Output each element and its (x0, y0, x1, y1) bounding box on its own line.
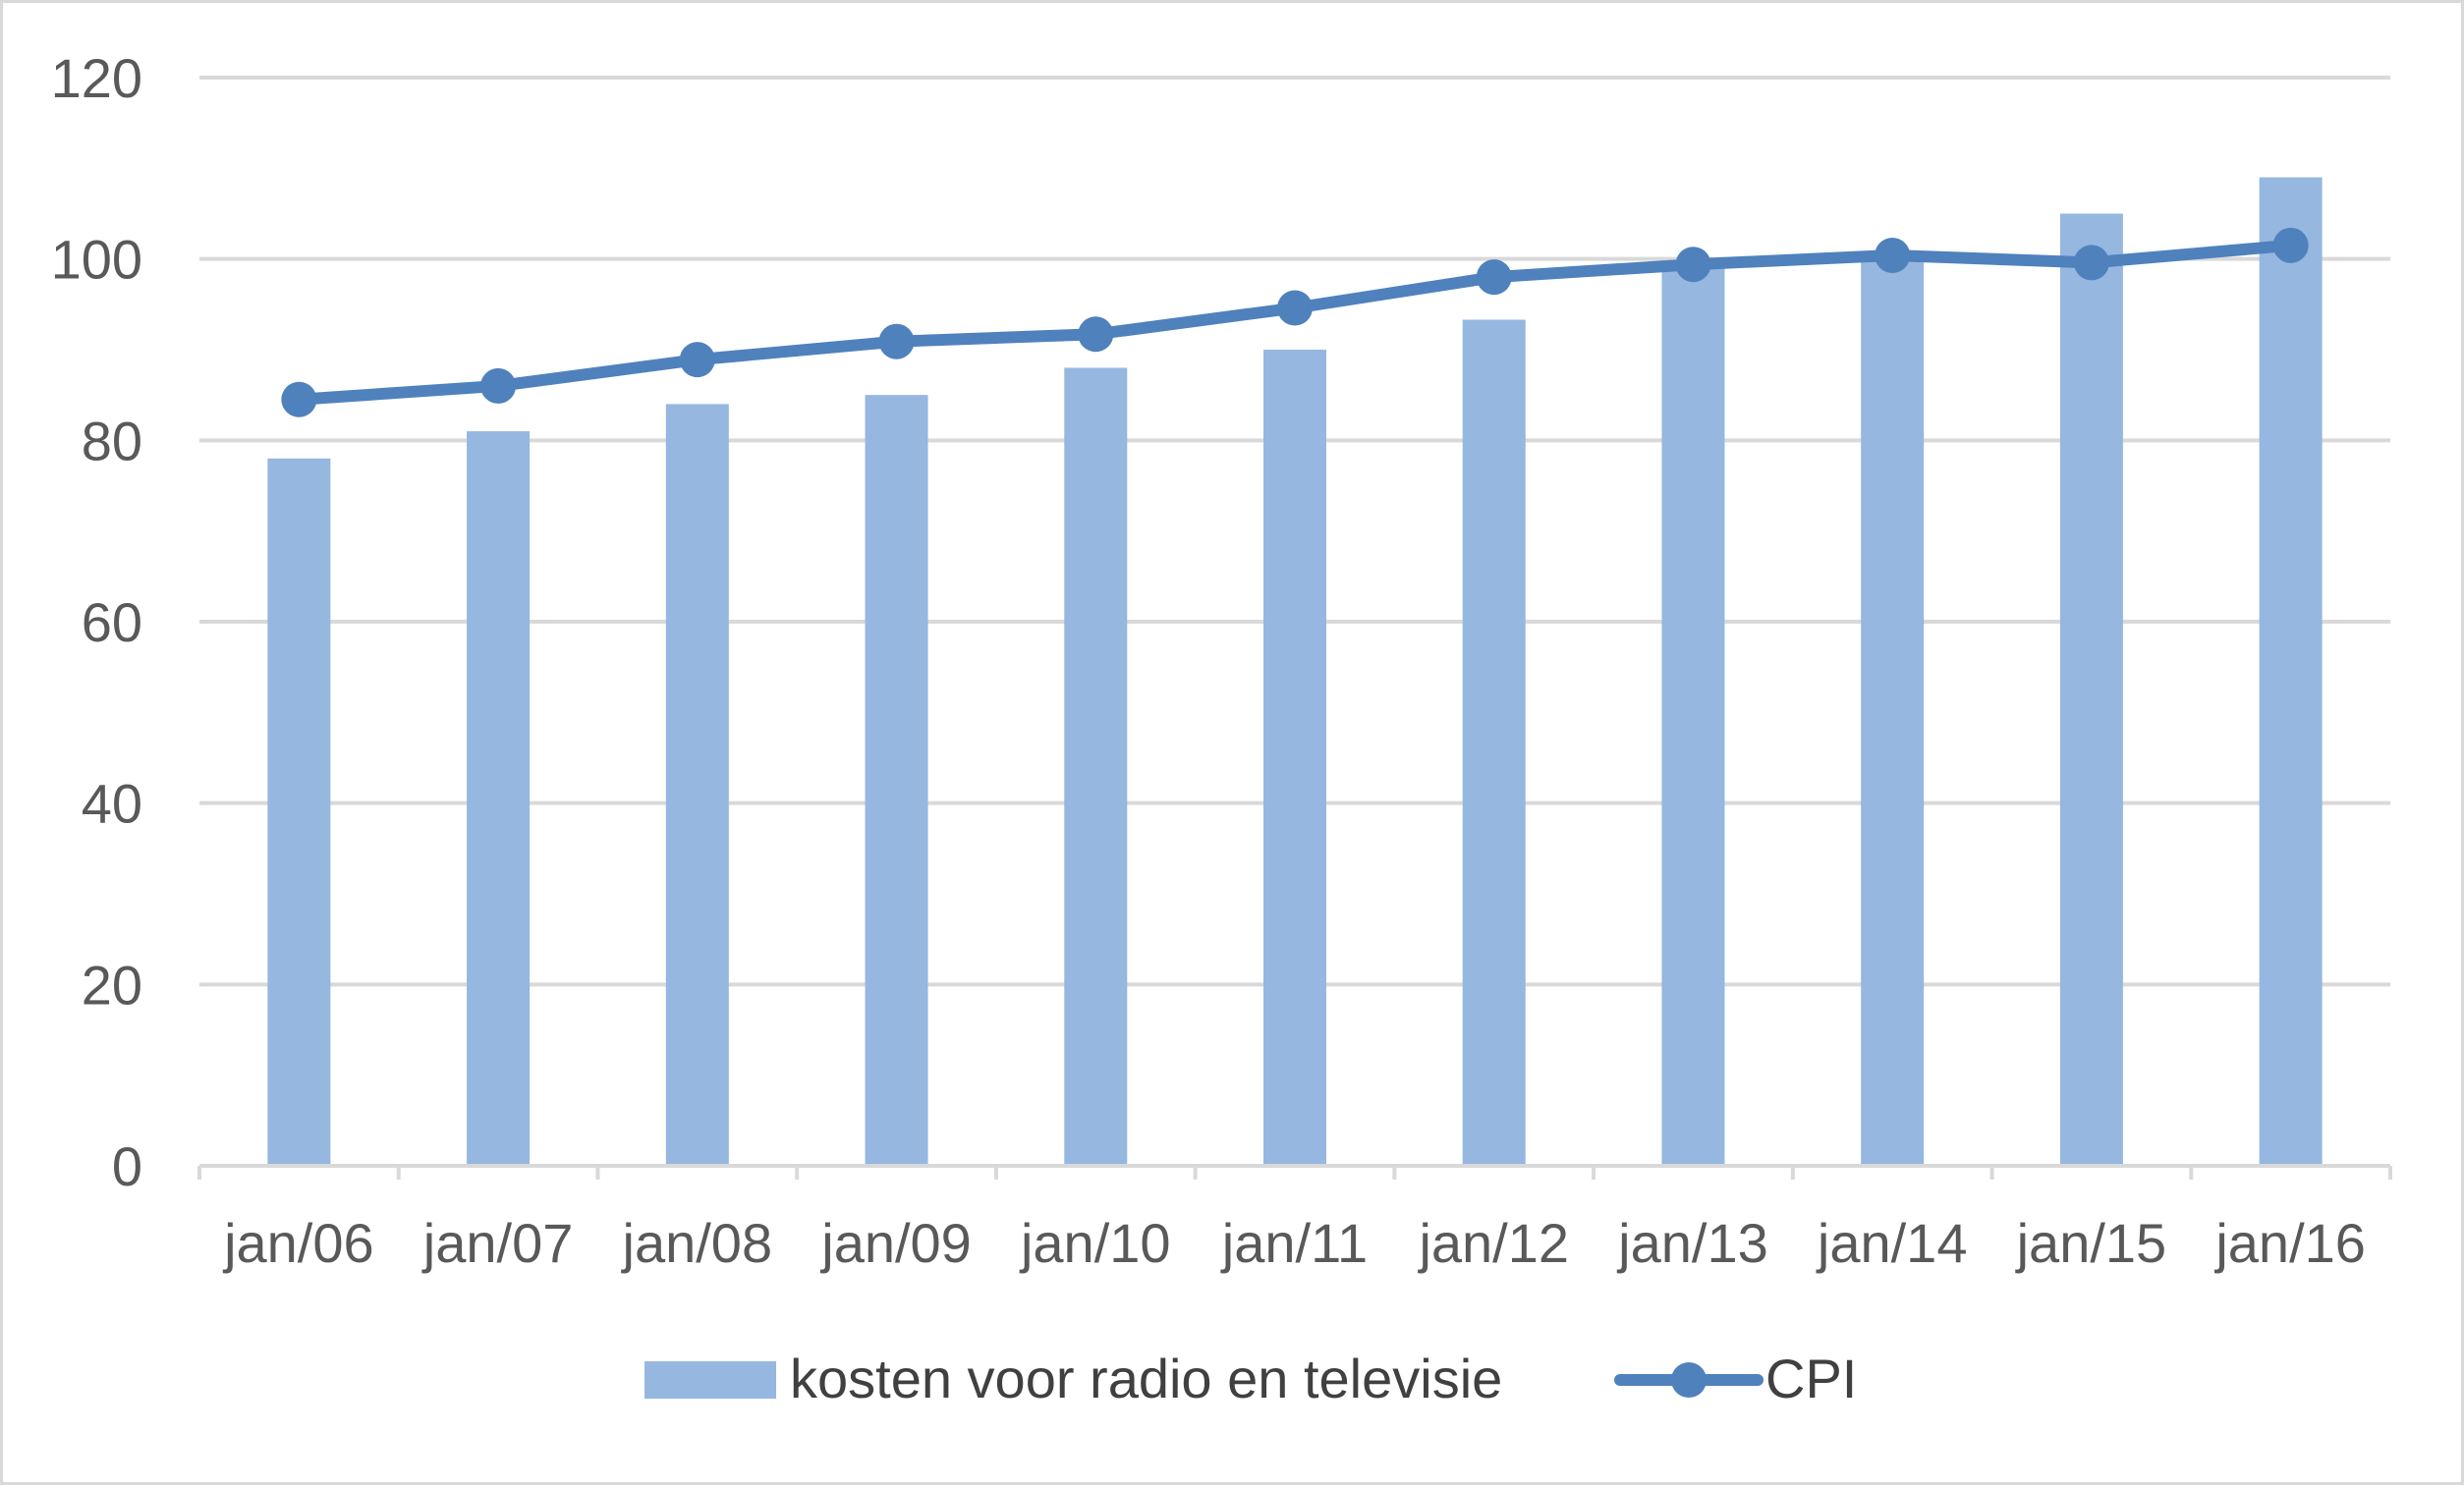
legend-swatch-marker (1671, 1362, 1707, 1398)
bar (267, 458, 331, 1166)
x-tick-label: jan/14 (1816, 1212, 1968, 1274)
y-tick-label: 120 (51, 47, 142, 109)
bar (1661, 267, 1725, 1166)
x-tick-label: jan/10 (1019, 1212, 1171, 1274)
x-tick-label: jan/15 (2015, 1212, 2167, 1274)
cpi-point (878, 323, 915, 359)
combo-chart: 0 20 40 60 80 100 120 jan/06 jan/07 jan/08 jan/09… (51, 47, 2392, 1409)
legend: kosten voor radio en televisie CPI (644, 1348, 1857, 1409)
y-tick-label: 60 (82, 591, 142, 653)
cpi-point (1476, 259, 1512, 296)
x-tick-label: jan/08 (621, 1212, 773, 1274)
y-tick-label: 20 (82, 954, 142, 1016)
y-axis-tick-labels: 0 20 40 60 80 100 120 (51, 47, 142, 1197)
cpi-point (1875, 237, 1911, 273)
y-tick-label: 100 (51, 229, 142, 291)
cpi-point (679, 342, 715, 378)
x-tick-label: jan/12 (1417, 1212, 1569, 1274)
bar (2059, 213, 2123, 1166)
legend-label-bar: kosten voor radio en televisie (790, 1348, 1502, 1409)
x-tick-label: jan/13 (1616, 1212, 1768, 1274)
x-axis (197, 1164, 2392, 1180)
x-tick-label: jan/07 (421, 1212, 574, 1274)
y-tick-label: 0 (112, 1135, 142, 1197)
y-tick-label: 80 (82, 410, 142, 471)
bar (665, 404, 729, 1166)
legend-swatch-bar (644, 1361, 776, 1399)
bar (1462, 319, 1526, 1166)
cpi-line-series (281, 227, 2309, 417)
legend-label-line: CPI (1765, 1348, 1857, 1409)
bar-series (267, 177, 2323, 1167)
cpi-point (1675, 247, 1711, 283)
x-tick-label: jan/11 (1220, 1212, 1368, 1274)
cpi-point (1078, 316, 1114, 353)
bar (467, 431, 531, 1167)
cpi-point (2073, 245, 2109, 281)
bar (1263, 350, 1326, 1166)
bar (1861, 254, 1925, 1166)
y-tick-label: 40 (82, 773, 142, 835)
x-tick-label: jan/16 (2213, 1212, 2366, 1274)
cpi-point (1277, 290, 1313, 326)
x-axis-tick-labels: jan/06 jan/07 jan/08 jan/09 jan/10 jan/11 jan/… (222, 1212, 2366, 1274)
x-tick-label: jan/09 (819, 1212, 972, 1274)
cpi-point (281, 381, 317, 417)
bar (865, 395, 928, 1167)
x-tick-label: jan/06 (222, 1212, 374, 1274)
cpi-point (2272, 227, 2309, 263)
cpi-point (480, 367, 517, 404)
bar (1064, 367, 1128, 1166)
bar (2259, 177, 2323, 1167)
